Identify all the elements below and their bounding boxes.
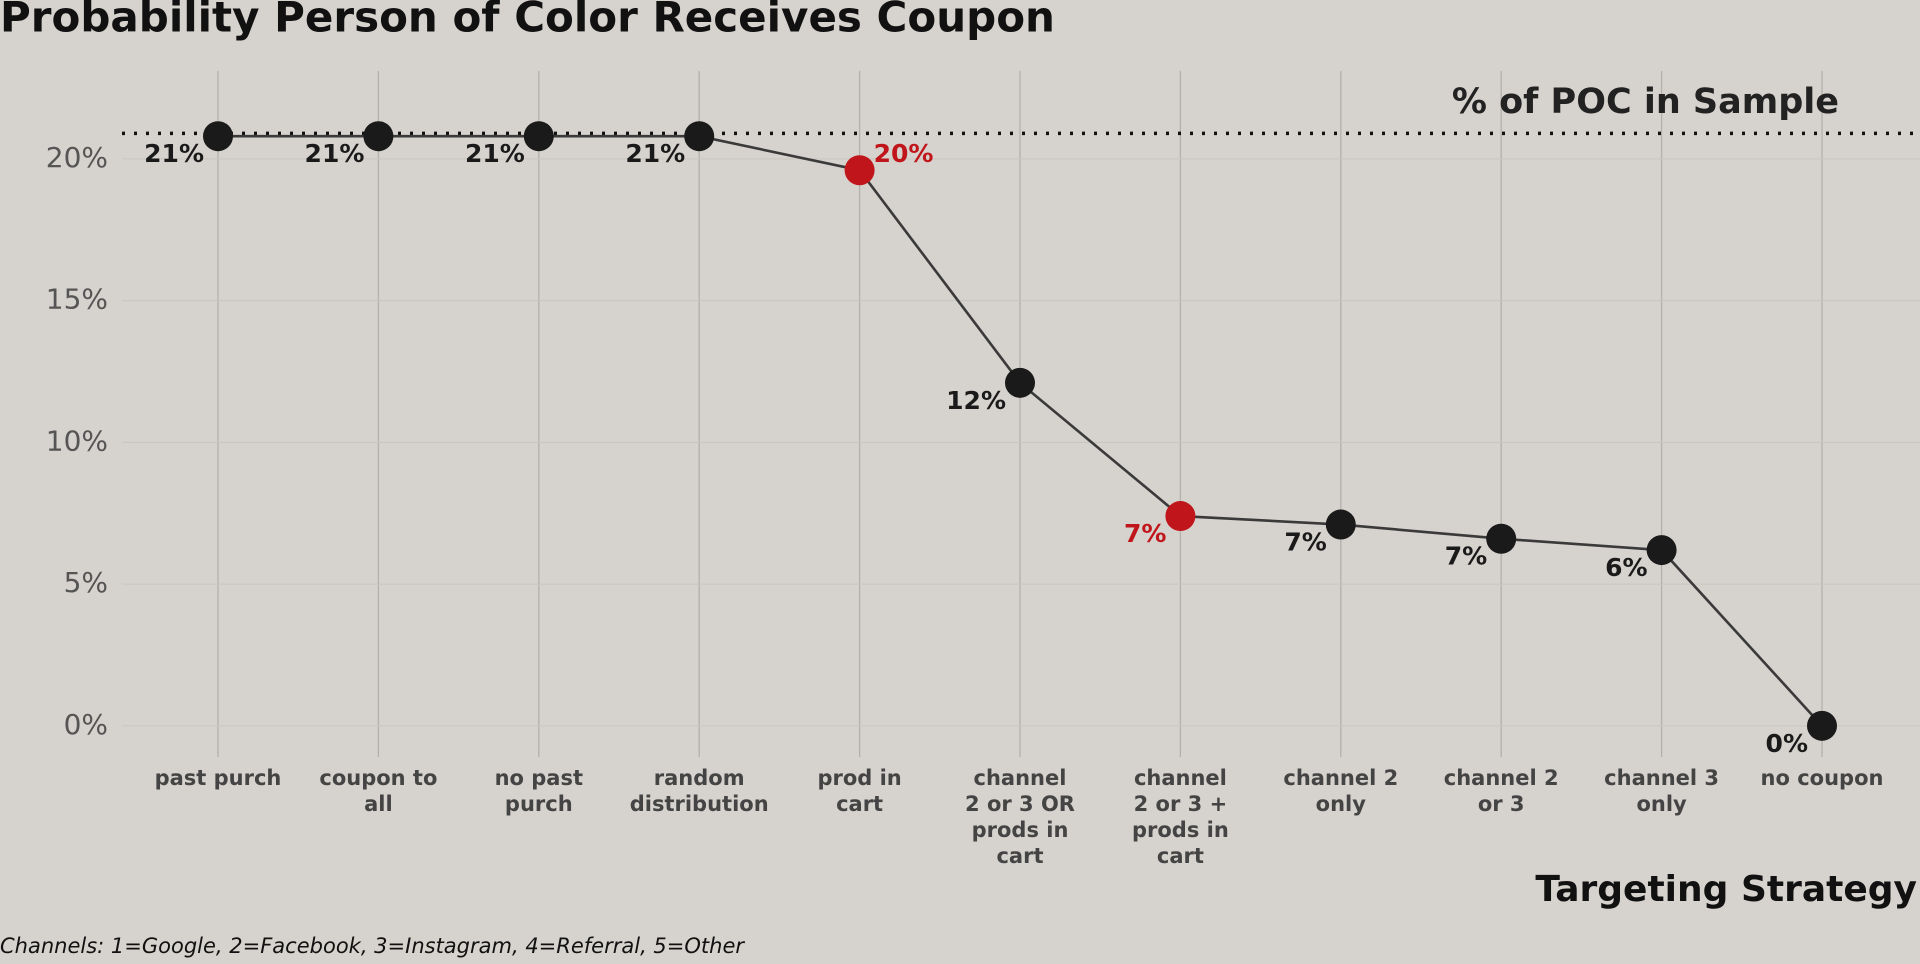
x-tick-label: coupon to all — [319, 766, 437, 816]
y-tick-label: 5% — [64, 566, 108, 599]
data-point — [523, 121, 554, 152]
caption: Channels: 1=Google, 2=Facebook, 3=Instag… — [0, 934, 745, 958]
y-tick-label: 20% — [46, 141, 108, 174]
data-label: 7% — [1124, 519, 1166, 548]
data-point — [1807, 710, 1837, 741]
x-tick-label: random distribution — [630, 766, 769, 816]
reference-label: % of POC in Sample — [1452, 82, 1839, 122]
data-point — [1486, 523, 1517, 554]
data-label: 21% — [465, 139, 525, 168]
data-point — [203, 121, 233, 152]
x-tick-label: prod in cart — [817, 766, 901, 816]
data-point — [1325, 509, 1356, 540]
data-label: 0% — [1766, 729, 1808, 758]
data-point — [684, 121, 715, 152]
data-point — [844, 155, 875, 186]
x-tick-label: past purch — [155, 766, 282, 790]
data-label: 20% — [874, 139, 934, 168]
y-tick-label: 10% — [46, 424, 108, 457]
x-tick-label: channel 2 only — [1283, 766, 1398, 816]
data-point — [1646, 535, 1677, 566]
data-label: 6% — [1605, 553, 1647, 582]
x-tick-label: no coupon — [1761, 766, 1884, 790]
x-tick-label: channel 2 or 3 — [1444, 766, 1559, 816]
data-point — [1005, 367, 1035, 398]
data-point — [363, 121, 394, 152]
x-axis-title: Targeting Strategy — [1535, 869, 1917, 910]
data-label: 7% — [1445, 542, 1487, 571]
data-label: 7% — [1284, 528, 1326, 557]
chart-title: Probability Person of Color Receives Cou… — [0, 0, 1055, 42]
x-tick-label: channel 2 or 3 OR prods in cart — [965, 766, 1075, 868]
x-tick-label: channel 3 only — [1604, 766, 1719, 816]
data-point — [1165, 501, 1196, 532]
data-label: 12% — [946, 386, 1006, 415]
y-tick-label: 15% — [46, 283, 108, 316]
data-label: 21% — [144, 139, 204, 168]
y-tick-label: 0% — [64, 708, 108, 741]
x-tick-label: no past purch — [495, 766, 583, 816]
data-label: 21% — [625, 139, 685, 168]
x-tick-label: channel 2 or 3 + prods in cart — [1132, 766, 1229, 868]
data-label: 21% — [305, 139, 365, 168]
